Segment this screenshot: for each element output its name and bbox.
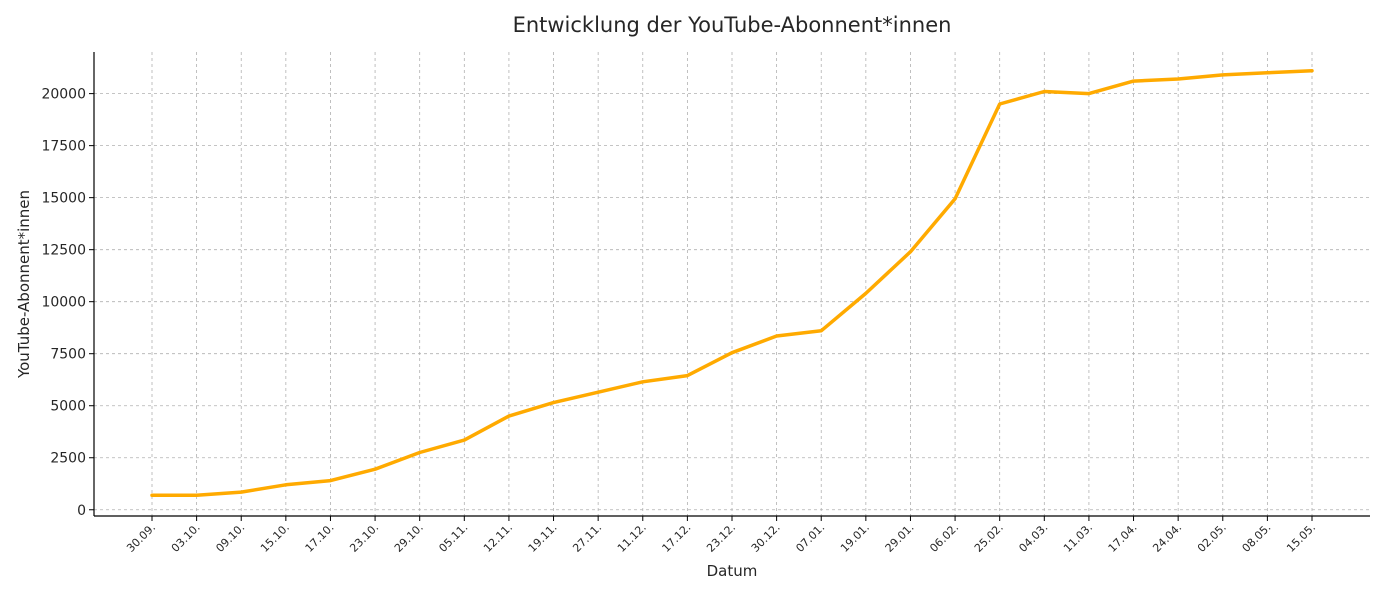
x-tick-label: 17.04.	[1106, 521, 1140, 555]
x-tick-label: 07.01.	[793, 521, 827, 555]
x-axis-label: Datum	[707, 562, 758, 580]
x-axis-ticks: 30.09. 03.10. 09.10. 15.10. 17.10. 23.10. 29.1…	[124, 516, 1318, 555]
x-tick-label: 15.05.	[1284, 521, 1318, 555]
y-tick-label: 20000	[41, 87, 86, 103]
series-layer	[150, 68, 1314, 497]
x-tick-label: 11.12.	[615, 521, 649, 555]
x-tick-label: 05.11.	[436, 521, 470, 555]
x-tick-label: 08.05.	[1240, 521, 1274, 555]
x-tick-label: 30.12.	[749, 521, 783, 555]
x-tick-label: 24.04.	[1150, 521, 1184, 555]
series-line-0	[150, 68, 1314, 497]
x-tick-label: 30.09.	[124, 521, 158, 555]
y-tick-label: 10000	[41, 295, 86, 311]
x-tick-label: 25.02.	[972, 521, 1006, 555]
y-tick-label: 7500	[50, 347, 86, 363]
y-tick-label: 12500	[41, 243, 86, 259]
x-tick-label: 29.10.	[392, 521, 426, 555]
y-axis-label: YouTube-Abonnent*innen	[15, 190, 33, 379]
x-tick-label: 02.05.	[1195, 521, 1229, 555]
x-tick-label: 11.03.	[1061, 521, 1095, 555]
x-tick-label: 23.10.	[347, 521, 381, 555]
y-tick-label: 5000	[50, 399, 86, 415]
grid-lines	[94, 52, 1370, 516]
chart-title: Entwicklung der YouTube-Abonnent*innen	[513, 13, 952, 37]
x-tick-label: 19.11.	[526, 521, 560, 555]
y-tick-label: 17500	[41, 139, 86, 155]
x-tick-label: 03.10.	[169, 521, 203, 555]
x-tick-label: 15.10.	[258, 521, 292, 555]
x-tick-label: 06.02.	[927, 521, 961, 555]
y-tick-label: 15000	[41, 191, 86, 207]
x-tick-label: 19.01.	[838, 521, 872, 555]
y-tick-label: 2500	[50, 451, 86, 467]
x-tick-label: 12.11.	[481, 521, 515, 555]
x-tick-label: 09.10.	[213, 521, 247, 555]
y-axis-ticks: 0 2500 5000 7500 10000 12500 15000 17500 20000	[41, 87, 94, 519]
x-tick-label: 23.12.	[704, 521, 738, 555]
x-tick-label: 17.10.	[303, 521, 337, 555]
y-tick-label: 0	[77, 503, 86, 519]
x-tick-label: 27.11.	[570, 521, 604, 555]
x-tick-label: 17.12.	[660, 521, 694, 555]
x-tick-label: 29.01.	[883, 521, 917, 555]
x-tick-label: 04.03.	[1016, 521, 1050, 555]
